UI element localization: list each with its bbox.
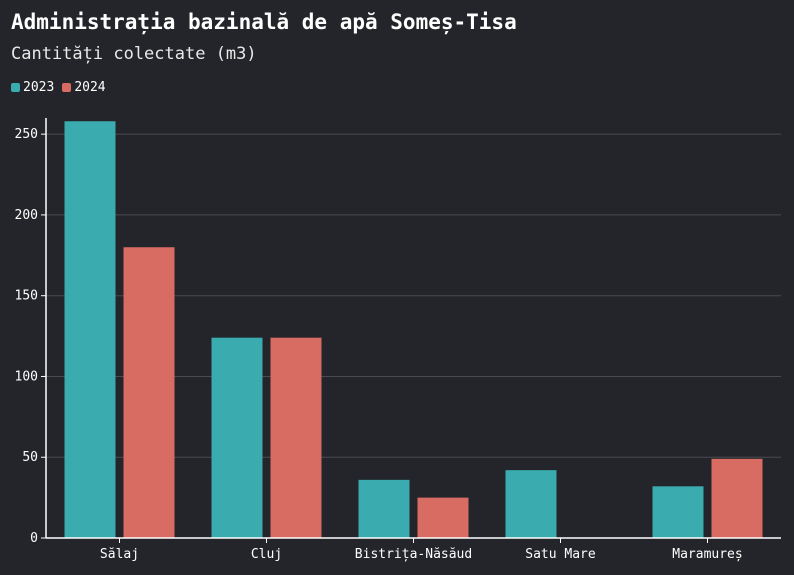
bar-2023 — [64, 121, 116, 538]
x-tick-label: Maramureș — [672, 547, 742, 562]
legend-swatch-2023 — [11, 83, 20, 92]
legend: 2023 2024 — [11, 80, 106, 95]
bar-2024 — [270, 337, 322, 538]
bar-2023 — [211, 337, 263, 538]
bar-2023 — [358, 479, 410, 538]
y-tick-label: 50 — [22, 450, 38, 465]
legend-swatch-2024 — [62, 83, 72, 92]
x-tick-label: Satu Mare — [525, 547, 596, 562]
bar-2024 — [711, 458, 763, 538]
x-tick-label: Sălaj — [100, 547, 139, 562]
bar-2024 — [417, 497, 469, 538]
chart-subtitle: Cantități colectate (m3) — [11, 44, 257, 64]
legend-label-2023: 2023 — [23, 80, 55, 95]
bar-2023 — [652, 486, 704, 538]
y-tick-label: 250 — [15, 127, 38, 142]
x-tick-label: Bistrița-Năsăud — [355, 547, 472, 562]
legend-label-2024: 2024 — [74, 80, 106, 95]
y-tick-label: 0 — [30, 531, 38, 546]
bar-2024 — [123, 247, 175, 538]
y-tick-label: 200 — [15, 208, 38, 223]
y-tick-label: 150 — [15, 289, 38, 304]
bar-2023 — [505, 470, 557, 538]
x-tick-label: Cluj — [251, 547, 282, 562]
chart-title: Administrația bazinală de apă Someș-Tisa — [11, 10, 517, 34]
y-tick-label: 100 — [15, 369, 38, 384]
legend-item-2023: 2023 — [11, 80, 54, 95]
legend-item-2024: 2024 — [62, 80, 106, 95]
